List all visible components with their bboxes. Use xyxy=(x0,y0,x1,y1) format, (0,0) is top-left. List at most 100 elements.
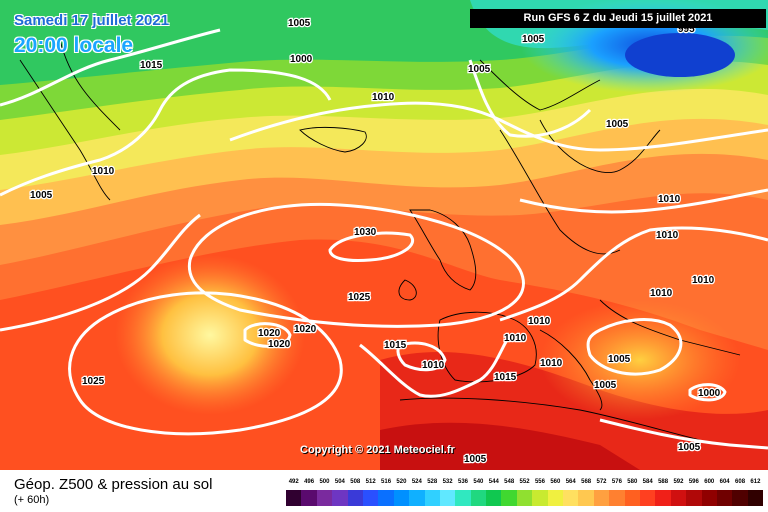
scale-swatch xyxy=(332,490,348,506)
pressure-label: 1005 xyxy=(594,380,617,391)
pressure-label: 1000 xyxy=(290,54,313,65)
scale-swatch xyxy=(609,490,625,506)
pressure-labels: 1005 1000 1015 1010 1005 1005 1010 1005 … xyxy=(29,17,722,467)
pressure-label: 1005 xyxy=(678,442,701,453)
pressure-label: 1015 xyxy=(494,372,517,383)
scale-tick-label: 548 xyxy=(504,479,515,485)
run-info-banner: Run GFS 6 Z du Jeudi 15 juillet 2021 xyxy=(470,9,766,28)
pressure-label: 1010 xyxy=(656,230,679,241)
scale-swatch xyxy=(532,490,548,506)
legend-title: Géop. Z500 & pression au sol xyxy=(14,476,213,493)
scale-swatch xyxy=(593,490,610,506)
scale-swatch xyxy=(732,490,748,506)
pressure-label: 1020 xyxy=(258,328,281,339)
scale-tick-label: 556 xyxy=(534,479,545,485)
pressure-label: 1030 xyxy=(354,227,377,238)
legend-subtitle: (+ 60h) xyxy=(14,494,50,506)
pressure-label: 1015 xyxy=(140,60,163,71)
copyright-text: Copyright © 2021 Meteociel.fr xyxy=(300,444,455,456)
scale-tick-label: 496 xyxy=(304,479,315,485)
scale-swatch xyxy=(455,490,471,506)
pressure-label: 1005 xyxy=(30,190,53,201)
scale-swatch xyxy=(286,490,302,506)
pressure-label: 1005 xyxy=(522,34,545,45)
scale-swatch xyxy=(578,490,594,506)
scale-tick-label: 508 xyxy=(350,479,361,485)
pressure-label: 1010 xyxy=(692,275,715,286)
forecast-time-title: 20:00 locale xyxy=(14,34,134,57)
scale-tick-label: 580 xyxy=(627,479,638,485)
pressure-label: 1010 xyxy=(658,194,681,205)
pressure-label: 1010 xyxy=(504,333,527,344)
scale-swatch xyxy=(501,490,517,506)
scale-swatch xyxy=(409,490,425,506)
pressure-label: 1020 xyxy=(294,324,317,335)
pressure-label: 1015 xyxy=(384,340,407,351)
scale-swatch xyxy=(547,490,564,506)
pressure-label: 1010 xyxy=(528,316,551,327)
scale-tick-label: 608 xyxy=(735,479,746,485)
forecast-date-title: Samedi 17 juillet 2021 xyxy=(14,12,170,29)
pressure-label: 1010 xyxy=(92,166,115,177)
scale-swatch xyxy=(670,490,687,506)
scale-tick-label: 532 xyxy=(442,479,453,485)
scale-tick-label: 536 xyxy=(457,479,468,485)
pressure-label: 1005 xyxy=(468,64,491,75)
scale-swatch xyxy=(486,490,502,506)
scale-tick-label: 492 xyxy=(288,479,299,485)
scale-tick-label: 540 xyxy=(473,479,484,485)
scale-tick-label: 596 xyxy=(688,479,699,485)
isobars xyxy=(0,28,768,450)
scale-tick-label: 512 xyxy=(365,479,376,485)
pressure-label: 1010 xyxy=(650,288,673,299)
scale-swatch xyxy=(563,490,579,506)
scale-swatch xyxy=(716,490,733,506)
scale-swatch xyxy=(378,490,394,506)
scale-tick-label: 592 xyxy=(673,479,684,485)
pressure-label: 1010 xyxy=(422,360,445,371)
scale-swatch xyxy=(516,490,533,506)
scale-tick-label: 524 xyxy=(411,479,422,485)
scale-tick-label: 588 xyxy=(658,479,669,485)
scale-tick-label: 528 xyxy=(427,479,438,485)
pressure-label: 1010 xyxy=(372,92,395,103)
scale-swatch xyxy=(347,490,363,506)
pressure-label: 1025 xyxy=(82,376,105,387)
scale-tick-label: 552 xyxy=(519,479,530,485)
scale-tick-label: 560 xyxy=(550,479,561,485)
pressure-label: 1000 xyxy=(698,388,721,399)
scale-swatch xyxy=(686,490,702,506)
scale-swatch xyxy=(655,490,671,506)
scale-swatch xyxy=(393,490,410,506)
pressure-label: 1020 xyxy=(268,339,291,350)
scale-tick-label: 576 xyxy=(611,479,622,485)
scale-tick-label: 516 xyxy=(381,479,392,485)
scale-swatch xyxy=(639,490,656,506)
scale-swatch xyxy=(316,490,333,506)
scale-swatch xyxy=(624,490,640,506)
scale-tick-label: 500 xyxy=(319,479,330,485)
scale-swatch xyxy=(362,490,379,506)
geopotential-field xyxy=(0,0,768,470)
scale-tick-label: 564 xyxy=(565,479,576,485)
pressure-label: 1005 xyxy=(608,354,631,365)
scale-tick-label: 504 xyxy=(334,479,345,485)
scale-tick-label: 600 xyxy=(704,479,715,485)
weather-map: 1005 1000 1015 1010 1005 1005 1010 1005 … xyxy=(0,0,768,470)
scale-swatch xyxy=(424,490,440,506)
scale-swatch xyxy=(439,490,456,506)
scale-tick-label: 612 xyxy=(750,479,761,485)
scale-tick-label: 604 xyxy=(719,479,730,485)
scale-tick-label: 544 xyxy=(488,479,499,485)
scale-swatch xyxy=(701,490,717,506)
pressure-label: 1005 xyxy=(464,454,487,465)
scale-tick-label: 584 xyxy=(642,479,653,485)
pressure-label: 1010 xyxy=(540,358,563,369)
color-scale-ticks: 492 496 500 504 508 512 516 520 524 528 532 536 540 5… xyxy=(286,479,763,485)
pressure-label: 1025 xyxy=(348,292,371,303)
color-scale xyxy=(286,490,764,506)
scale-swatch xyxy=(470,490,487,506)
scale-swatch xyxy=(747,490,764,506)
pressure-label: 1005 xyxy=(288,18,311,29)
scale-swatch xyxy=(301,490,317,506)
